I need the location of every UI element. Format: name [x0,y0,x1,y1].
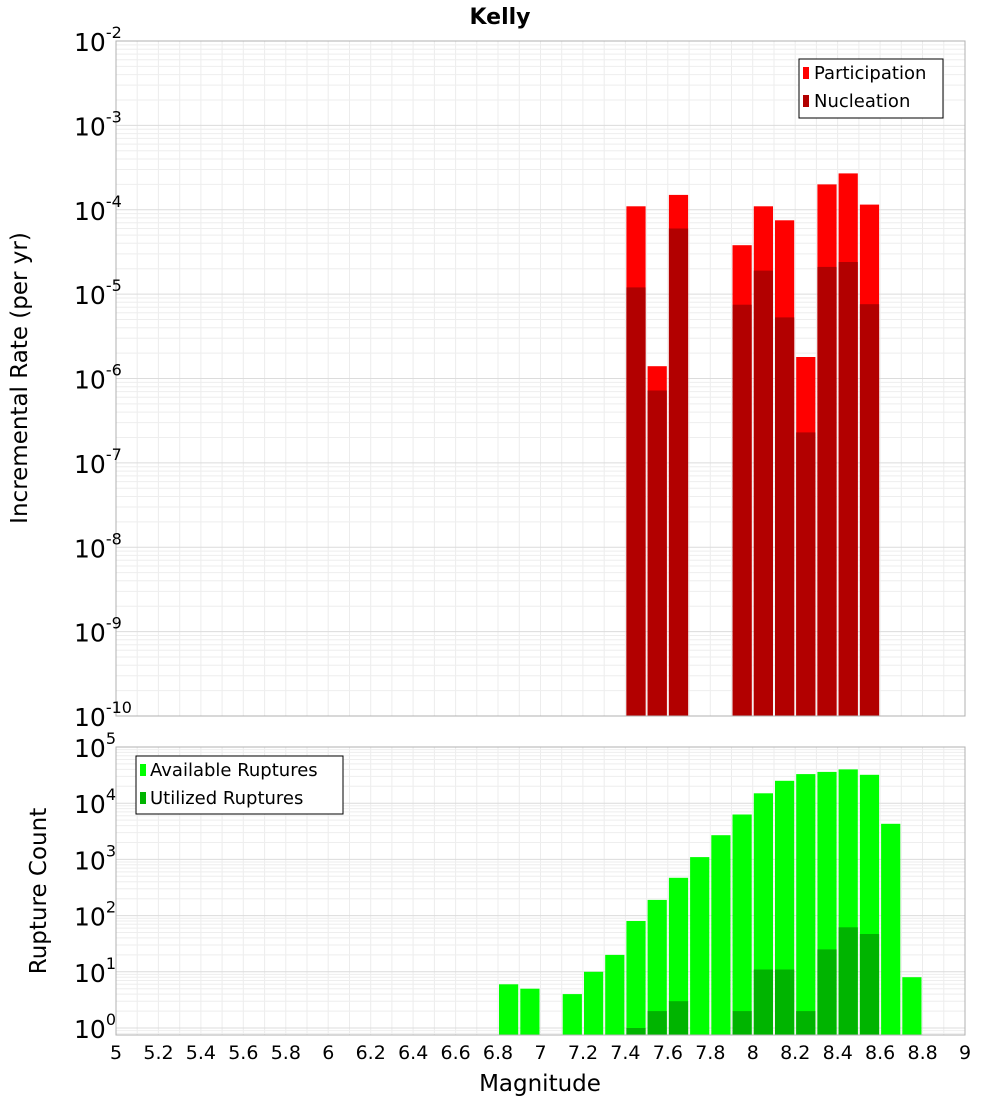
y-tick-label: 10-7 [74,445,122,479]
x-tick-label: 6.2 [356,1042,386,1064]
utilized-ruptures-bar [796,1011,816,1035]
utilized-ruptures-bar [732,1011,752,1035]
x-tick-label: 9 [959,1042,971,1064]
nucleation-bar [838,262,858,716]
nucleation-bar [859,304,880,716]
x-tick-label: 7.6 [653,1042,683,1064]
x-tick-label: 6.4 [398,1042,428,1064]
available-ruptures-bar [711,835,731,1035]
y-tick-label: 10-10 [74,698,132,732]
x-tick-label: 6.8 [483,1042,513,1064]
legend-available-swatch [140,764,146,776]
x-tick-label: 5.8 [271,1042,301,1064]
x-tick-label: 8.2 [780,1042,810,1064]
bottom-y-ticks: 100 101 102 103 104 105 [74,729,116,1044]
x-tick-label: 8.8 [907,1042,937,1064]
available-ruptures-bar [647,899,667,1035]
bottom-bars [499,769,922,1035]
legend-participation-label: Participation [814,63,926,84]
nucleation-bar [796,432,816,716]
available-ruptures-bar [796,774,816,1035]
y-tick-label: 10-3 [74,107,122,141]
x-axis-label: Magnitude [479,1071,601,1097]
available-ruptures-bar [902,977,922,1035]
chart-title: Kelly [469,5,530,30]
y-tick-label: 100 [74,1010,116,1044]
top-plot-border [115,40,966,717]
utilized-ruptures-bar [626,1028,646,1035]
bottom-panel: 100 101 102 103 104 105 Rupture Count 5 5.2 5.4… [26,729,971,1097]
x-tick-label: 8 [747,1042,759,1064]
legend-nucleation-label: Nucleation [814,91,910,112]
nucleation-bar [732,304,752,716]
y-tick-label: 101 [74,954,116,988]
y-tick-label: 10-8 [74,529,122,563]
available-ruptures-bar [520,988,540,1035]
bottom-legend-box [135,755,344,815]
utilized-ruptures-bar [859,934,880,1035]
y-tick-label: 10-4 [74,192,122,226]
x-tick-label: 7.4 [610,1042,640,1064]
y-tick-label: 10-2 [74,23,122,57]
bottom-plot-border [115,746,966,1036]
available-ruptures-bar [499,984,519,1035]
top-panel: 10-10 10-9 10-8 10-7 10-6 10-5 10-4 10-3 10-2 In… [7,23,966,732]
nucleation-bar [647,390,667,716]
legend-nucleation-swatch [803,95,809,107]
utilized-ruptures-bar [817,949,837,1035]
legend-utilized-label: Utilized Ruptures [150,788,303,809]
y-tick-label: 102 [74,898,116,932]
x-tick-label: 6.6 [440,1042,470,1064]
x-tick-label: 5.2 [143,1042,173,1064]
top-grid [115,41,966,717]
x-tick-label: 5.4 [186,1042,216,1064]
utilized-ruptures-bar [753,969,773,1035]
y-tick-label: 105 [74,729,116,763]
y-tick-label: 104 [74,785,116,819]
top-legend-box [798,58,944,119]
available-ruptures-bar [562,994,582,1035]
top-y-axis-label: Incremental Rate (per yr) [7,232,33,524]
utilized-ruptures-bar [668,1001,689,1035]
available-ruptures-bar [881,823,901,1035]
bottom-y-axis-label: Rupture Count [26,808,52,974]
x-tick-label: 6 [322,1042,334,1064]
x-tick-label: 8.6 [865,1042,895,1064]
top-legend: Participation Nucleation [798,58,944,119]
y-tick-label: 10-9 [74,614,122,648]
x-tick-label: 8.4 [823,1042,853,1064]
nucleation-bar [817,266,837,716]
nucleation-bar [626,287,646,716]
available-ruptures-bar [584,971,604,1035]
x-tick-label: 7 [534,1042,546,1064]
x-tick-label: 7.2 [568,1042,598,1064]
legend-available-label: Available Ruptures [150,760,318,781]
y-tick-label: 10-6 [74,361,122,395]
available-ruptures-bar [668,877,689,1035]
legend-utilized-swatch [140,792,146,804]
utilized-ruptures-bar [647,1011,667,1035]
x-tick-label: 7.8 [695,1042,725,1064]
utilized-ruptures-bar [838,927,858,1035]
available-ruptures-bar [605,954,625,1035]
available-ruptures-bar [732,814,752,1035]
x-tick-label: 5 [110,1042,122,1064]
bottom-legend: Available Ruptures Utilized Ruptures [135,755,344,815]
y-tick-label: 103 [74,841,116,875]
top-bars [626,173,880,717]
available-ruptures-bar [690,857,710,1035]
available-ruptures-bar [626,921,646,1035]
utilized-ruptures-bar [775,969,795,1035]
legend-participation-swatch [803,67,809,79]
x-tick-label: 5.6 [228,1042,258,1064]
y-tick-label: 10-5 [74,276,122,310]
nucleation-bar [668,228,689,716]
nucleation-bar [775,317,795,716]
x-ticks: 5 5.2 5.4 5.6 5.8 6 6.2 6.4 6.6 6.8 7 7.2 7.4 7.6 7.8 8… [110,1042,971,1064]
nucleation-bar [753,270,773,716]
top-y-ticks: 10-10 10-9 10-8 10-7 10-6 10-5 10-4 10-3 10-2 [74,23,132,732]
